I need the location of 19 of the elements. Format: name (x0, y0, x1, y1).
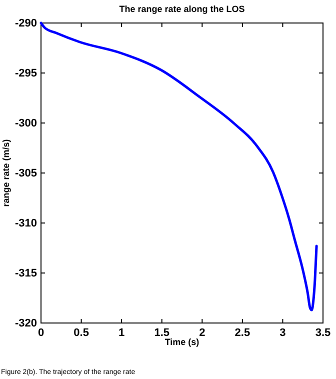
x-tick-label: 2 (199, 326, 206, 339)
x-tick-label: 1.5 (154, 326, 170, 339)
x-tick-label: 2.5 (234, 326, 250, 339)
y-tick-label: -320 (14, 318, 37, 330)
x-tick-label: 1 (118, 326, 125, 339)
y-tick-label: -305 (14, 168, 37, 180)
y-tick-label: -295 (14, 68, 37, 80)
x-axis-title: Time (s) (164, 337, 200, 347)
y-tick-label: -300 (14, 118, 37, 130)
y-tick-label: -315 (14, 268, 37, 280)
y-tick-label: -290 (14, 18, 37, 30)
x-tick-label: 0 (38, 326, 44, 339)
x-tick-label: 0.5 (74, 326, 89, 339)
x-tick-label: 3 (280, 326, 286, 339)
line-series (40, 22, 318, 312)
y-axis-title: range rate (m/s) (1, 139, 11, 207)
x-tick-label: 3.5 (315, 326, 331, 339)
chart-title: The range rate along the LOS (119, 4, 245, 14)
y-tick-label: -310 (14, 218, 37, 230)
